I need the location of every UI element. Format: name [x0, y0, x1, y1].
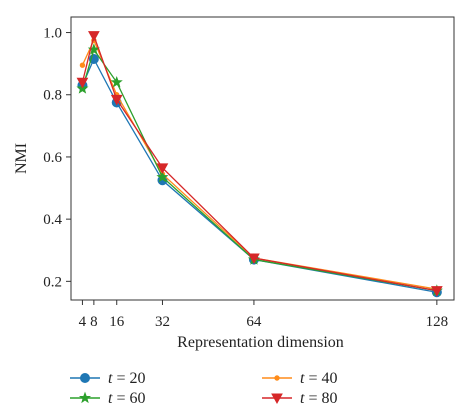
- data-point: [248, 253, 260, 265]
- series-t-80: [76, 31, 443, 297]
- x-tick-label: 8: [90, 314, 98, 330]
- plot-area: 0.2 0.4 0.6 0.8 1.0 4 8 16 32 64 128: [43, 16, 455, 330]
- x-tick-label: 4: [79, 314, 87, 330]
- legend-marker: [78, 391, 92, 404]
- legend-label: t = 80: [300, 390, 337, 407]
- series-line: [81, 48, 437, 292]
- data-point: [79, 62, 86, 68]
- legend-marker: [80, 373, 90, 383]
- legend-item: t = 40: [262, 370, 337, 387]
- legend-marker: [271, 393, 283, 405]
- data-point: [110, 75, 123, 88]
- legend-item: t = 60: [70, 390, 145, 407]
- series-line: [81, 33, 437, 292]
- data-point: [431, 286, 443, 297]
- x-axis: 4 8 16 32 64 128: [79, 300, 448, 330]
- y-tick-label: 0.6: [43, 150, 62, 166]
- legend-item: t = 80: [262, 390, 337, 407]
- data-point: [156, 163, 169, 174]
- x-tick-label: 128: [426, 314, 449, 330]
- y-tick-label: 0.2: [43, 274, 62, 290]
- series-t-60: [76, 43, 443, 296]
- series-line: [81, 38, 437, 290]
- plot-frame: [70, 16, 455, 301]
- y-tick-label: 0.8: [43, 88, 62, 104]
- x-tick-label: 16: [109, 314, 125, 330]
- x-tick-label: 64: [246, 314, 262, 330]
- data-point: [88, 31, 100, 42]
- data-point: [156, 170, 169, 183]
- legend: t = 20 t = 40 t = 60 t = 80: [70, 370, 337, 407]
- legend-label: t = 20: [108, 370, 145, 387]
- series-t-40: [79, 37, 440, 292]
- legend-item: t = 20: [70, 370, 145, 387]
- data-point: [76, 77, 89, 89]
- series-group: [76, 31, 443, 298]
- series-line: [81, 57, 437, 293]
- legend-label: t = 60: [108, 390, 145, 407]
- y-tick-label: 1.0: [43, 26, 62, 42]
- y-axis: 0.2 0.4 0.6 0.8 1.0: [43, 26, 71, 290]
- x-axis-title: Representation dimension: [177, 334, 344, 351]
- legend-label: t = 40: [300, 370, 337, 387]
- y-axis-title: NMI: [13, 143, 30, 174]
- y-tick-label: 0.4: [43, 212, 62, 228]
- data-point: [110, 94, 123, 106]
- legend-marker: [274, 375, 280, 381]
- x-tick-label: 32: [155, 314, 170, 330]
